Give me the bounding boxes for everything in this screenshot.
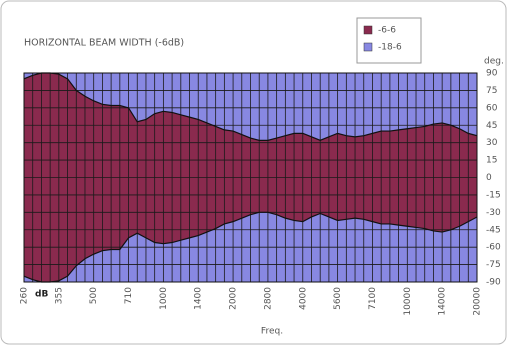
y-tick-label: 45 bbox=[486, 121, 497, 131]
legend-label: -6-6 bbox=[378, 26, 396, 36]
legend-label: -18-6 bbox=[378, 43, 402, 53]
y-tick-label: -90 bbox=[486, 278, 501, 288]
chart-title: HORIZONTAL BEAM WIDTH (-6dB) bbox=[24, 38, 184, 49]
x-tick-label: 710 bbox=[124, 287, 134, 304]
y-tick-label: -15 bbox=[486, 190, 501, 200]
x-tick-label: 4000 bbox=[298, 287, 308, 310]
y-tick-label: -60 bbox=[486, 243, 501, 253]
y-unit-label: deg. bbox=[484, 57, 504, 67]
x-axis-label: Freq. bbox=[261, 327, 283, 337]
x-tick-label: 7100 bbox=[368, 287, 378, 310]
x-tick-label: 355 bbox=[54, 287, 64, 304]
x-tick-label: 1000 bbox=[159, 287, 169, 310]
y-tick-label: -30 bbox=[486, 208, 501, 218]
x-tick-label: 2800 bbox=[263, 287, 273, 310]
y-tick-label: 75 bbox=[486, 86, 497, 96]
x-tick-label: 1400 bbox=[194, 287, 204, 310]
y-tick-label: 60 bbox=[486, 103, 498, 113]
x-tick-label: 20000 bbox=[473, 287, 483, 316]
x-tick-label: 2000 bbox=[229, 287, 239, 310]
legend-swatch bbox=[363, 25, 373, 35]
unit-label: dB bbox=[35, 290, 48, 300]
band-edge bbox=[23, 72, 478, 141]
x-tick-label: 500 bbox=[89, 287, 99, 304]
band-edge bbox=[23, 211, 478, 283]
y-tick-label: -45 bbox=[486, 225, 501, 235]
x-tick-label: 5600 bbox=[333, 287, 343, 310]
x-tick-label: 10000 bbox=[403, 287, 413, 316]
legend bbox=[356, 17, 422, 64]
x-tick-label: 14000 bbox=[438, 287, 448, 316]
y-tick-label: 0 bbox=[486, 173, 492, 183]
y-tick-label: 90 bbox=[486, 69, 498, 79]
y-tick-label: 30 bbox=[486, 138, 498, 148]
y-tick-label: -75 bbox=[486, 260, 501, 270]
x-tick-label: 260 bbox=[20, 287, 30, 304]
plot-border bbox=[23, 72, 478, 283]
y-tick-label: 15 bbox=[486, 156, 497, 166]
legend-swatch bbox=[363, 42, 373, 52]
